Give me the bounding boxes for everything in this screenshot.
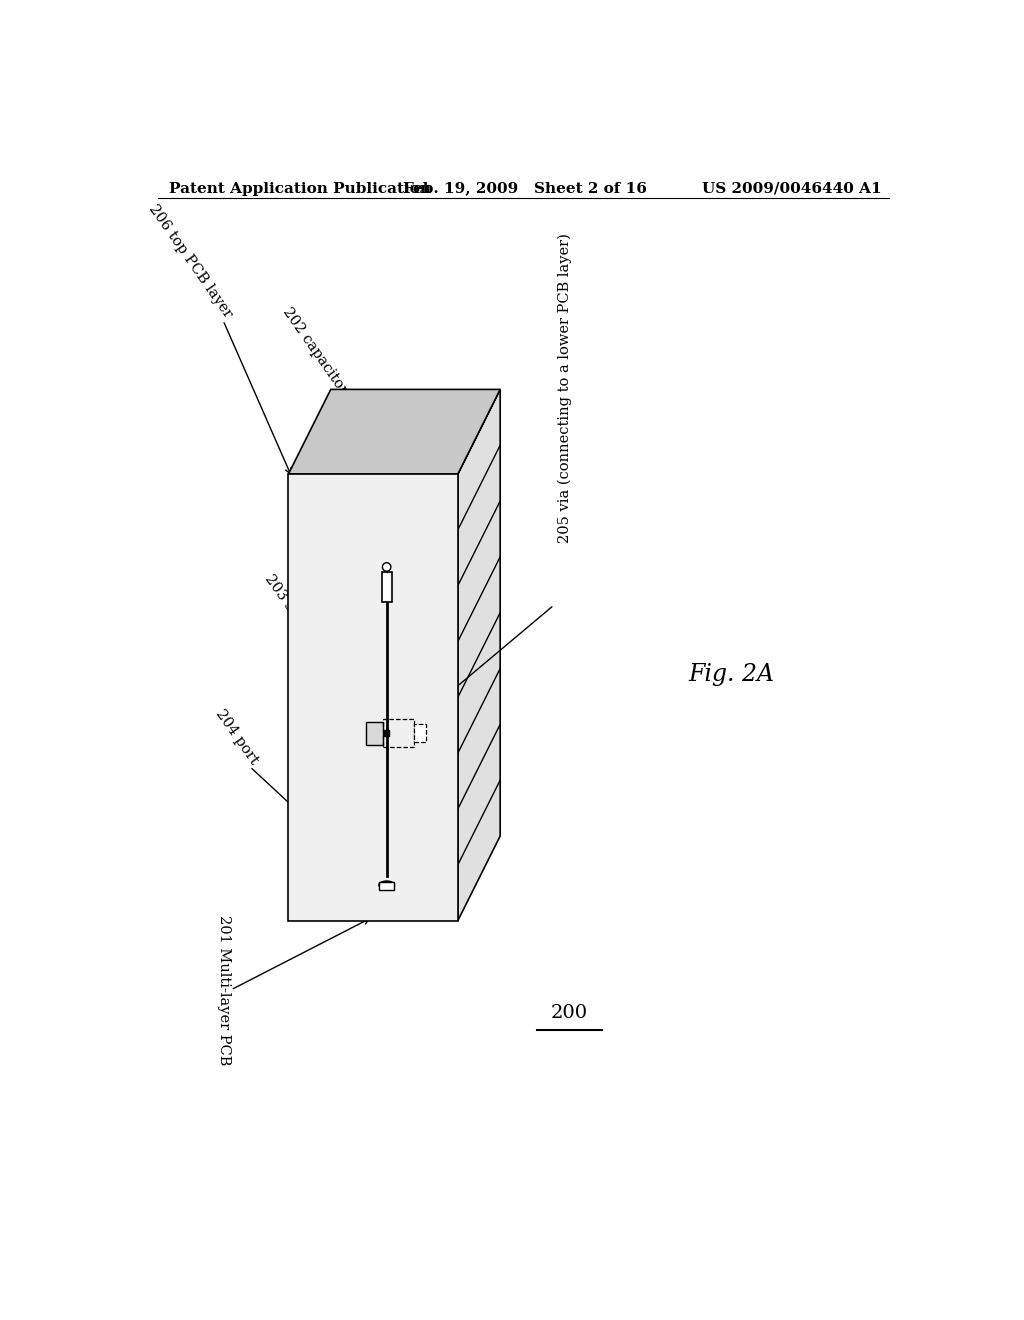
Ellipse shape	[379, 882, 394, 888]
Text: 205 via (connecting to a lower PCB layer): 205 via (connecting to a lower PCB layer…	[558, 234, 572, 544]
Text: Feb. 19, 2009   Sheet 2 of 16: Feb. 19, 2009 Sheet 2 of 16	[402, 182, 647, 195]
Text: 200: 200	[551, 1005, 588, 1022]
Polygon shape	[458, 389, 500, 921]
Text: 206 top PCB layer: 206 top PCB layer	[145, 202, 234, 321]
Polygon shape	[289, 389, 500, 474]
Bar	[414, 723, 426, 742]
Text: Patent Application Publication: Patent Application Publication	[169, 182, 431, 195]
Polygon shape	[289, 474, 458, 921]
Bar	[384, 730, 389, 735]
Bar	[383, 719, 414, 747]
Text: Fig. 2A: Fig. 2A	[688, 663, 774, 686]
Bar	[366, 722, 383, 744]
Bar	[379, 882, 394, 890]
Text: US 2009/0046440 A1: US 2009/0046440 A1	[701, 182, 882, 195]
Circle shape	[382, 562, 391, 572]
Bar	[382, 573, 391, 602]
Text: 203 signal trace: 203 signal trace	[262, 572, 342, 678]
Text: 201 Multi-layer PCB: 201 Multi-layer PCB	[217, 915, 230, 1065]
Text: 202 capacitor: 202 capacitor	[280, 305, 350, 397]
Text: 204 port: 204 port	[213, 706, 261, 767]
